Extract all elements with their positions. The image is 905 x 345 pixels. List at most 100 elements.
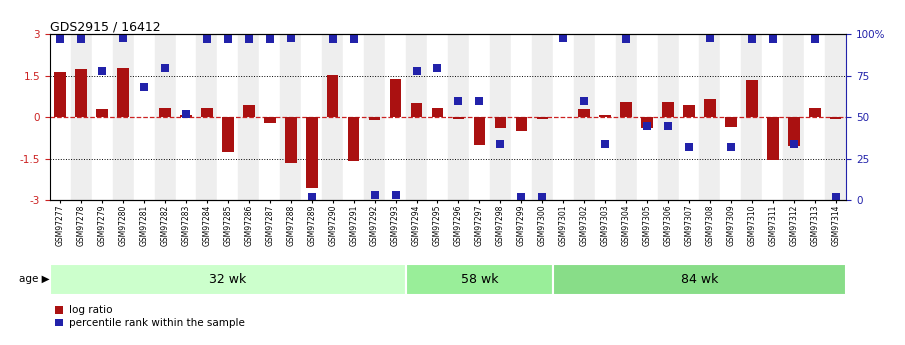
Bar	[725, 117, 737, 127]
Bar	[343, 34, 364, 200]
Bar	[532, 34, 553, 200]
Bar	[700, 34, 720, 200]
Bar	[662, 102, 674, 117]
Bar	[825, 34, 846, 200]
Bar	[599, 115, 611, 117]
Bar	[448, 34, 469, 200]
Text: 32 wk: 32 wk	[209, 273, 246, 286]
Bar	[369, 117, 380, 119]
Point	[661, 123, 675, 128]
Point	[828, 194, 843, 199]
Bar	[54, 72, 66, 117]
Bar	[196, 34, 217, 200]
Bar	[510, 34, 532, 200]
Bar	[490, 34, 510, 200]
Bar	[767, 117, 778, 160]
Point	[367, 193, 382, 198]
Point	[807, 37, 822, 42]
Bar	[762, 34, 784, 200]
Bar	[222, 117, 233, 152]
Bar	[243, 105, 254, 117]
Bar	[574, 34, 595, 200]
Bar	[537, 117, 548, 119]
Bar	[427, 34, 448, 200]
Point	[116, 35, 130, 41]
Point	[702, 35, 717, 41]
Bar	[578, 109, 590, 117]
Legend: log ratio, percentile rank within the sample: log ratio, percentile rank within the sa…	[55, 305, 244, 328]
Point	[724, 144, 738, 150]
Bar	[180, 115, 192, 117]
Point	[242, 37, 256, 42]
Bar	[155, 34, 176, 200]
Bar	[390, 79, 401, 117]
Bar	[830, 117, 842, 119]
Bar	[784, 34, 805, 200]
Bar	[134, 34, 155, 200]
Point	[514, 194, 529, 199]
Bar	[615, 34, 636, 200]
Point	[556, 35, 570, 41]
Bar	[658, 34, 679, 200]
Bar	[348, 117, 359, 161]
Bar	[741, 34, 762, 200]
Bar	[264, 117, 276, 123]
Point	[472, 98, 487, 104]
Bar	[553, 34, 574, 200]
Bar	[411, 104, 423, 117]
Bar	[636, 34, 658, 200]
Point	[745, 37, 759, 42]
Point	[619, 37, 634, 42]
Point	[388, 193, 403, 198]
Point	[283, 35, 298, 41]
Point	[262, 37, 277, 42]
Bar	[118, 68, 129, 117]
Bar	[788, 117, 799, 146]
Point	[535, 194, 549, 199]
Point	[493, 141, 508, 147]
Point	[452, 98, 466, 104]
Bar	[301, 34, 322, 200]
Point	[409, 68, 424, 74]
Bar	[176, 34, 196, 200]
Text: GDS2915 / 16412: GDS2915 / 16412	[50, 20, 160, 33]
Point	[577, 98, 592, 104]
Bar	[97, 109, 108, 117]
Bar	[386, 34, 406, 200]
Bar	[642, 117, 653, 128]
Bar	[322, 34, 343, 200]
Bar	[746, 80, 757, 117]
Point	[179, 111, 194, 117]
Bar	[406, 34, 427, 200]
Bar	[75, 69, 87, 117]
Bar	[112, 34, 134, 200]
Text: 84 wk: 84 wk	[681, 273, 719, 286]
Text: 58 wk: 58 wk	[461, 273, 498, 286]
Point	[598, 141, 613, 147]
Bar	[50, 34, 71, 200]
Bar	[704, 99, 716, 117]
Bar	[452, 117, 464, 119]
Point	[221, 37, 235, 42]
Bar	[201, 108, 213, 117]
Point	[157, 65, 172, 70]
Bar	[595, 34, 615, 200]
Bar	[683, 105, 695, 117]
Bar	[620, 102, 632, 117]
Bar	[71, 34, 91, 200]
Point	[347, 37, 361, 42]
Bar	[260, 34, 281, 200]
Bar	[469, 34, 490, 200]
FancyBboxPatch shape	[553, 264, 846, 295]
Bar	[473, 117, 485, 145]
Bar	[327, 75, 338, 117]
Point	[304, 194, 319, 199]
FancyBboxPatch shape	[406, 264, 553, 295]
Point	[681, 144, 696, 150]
Bar	[285, 117, 297, 163]
Bar	[805, 34, 825, 200]
FancyBboxPatch shape	[50, 264, 406, 295]
Point	[95, 68, 110, 74]
Point	[640, 123, 654, 128]
Bar	[495, 117, 506, 128]
